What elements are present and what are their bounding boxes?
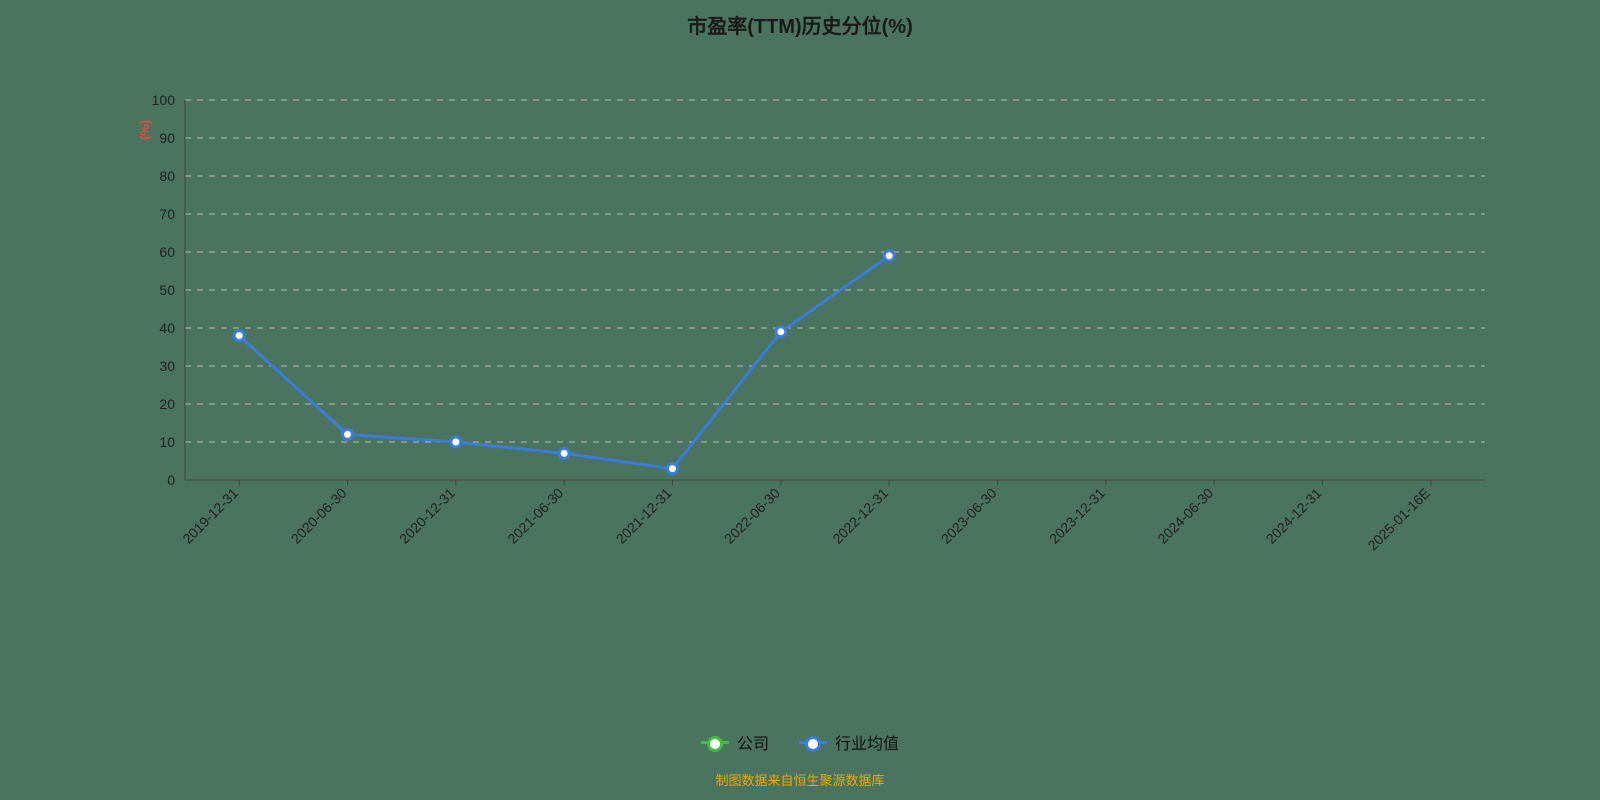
x-tick-label-group: 2024-06-30 xyxy=(1154,485,1216,547)
y-tick-label: 20 xyxy=(159,396,175,412)
y-tick-label: 0 xyxy=(167,472,175,488)
x-tick-label-group: 2022-12-31 xyxy=(829,485,891,547)
legend-label: 公司 xyxy=(737,730,769,754)
legend-marker-icon xyxy=(707,736,723,752)
x-tick-label-group: 2020-06-30 xyxy=(288,485,350,547)
x-tick-label: 2024-06-30 xyxy=(1154,485,1216,547)
y-tick-label: 100 xyxy=(152,92,176,108)
series-marker xyxy=(343,429,353,439)
y-tick-label: 80 xyxy=(159,168,175,184)
y-tick-label: 70 xyxy=(159,206,175,222)
legend-item[interactable]: 行业均值 xyxy=(799,730,899,754)
series-line xyxy=(239,256,889,469)
x-tick-label-group: 2023-12-31 xyxy=(1046,485,1108,547)
y-tick-label: 30 xyxy=(159,358,175,374)
legend-label: 行业均值 xyxy=(835,730,899,754)
y-tick-label: 90 xyxy=(159,130,175,146)
x-tick-label-group: 2019-12-31 xyxy=(179,485,241,547)
series-marker xyxy=(776,327,786,337)
x-tick-label: 2023-12-31 xyxy=(1046,485,1108,547)
legend-swatch xyxy=(701,741,729,744)
x-tick-label: 2020-12-31 xyxy=(396,485,458,547)
series-marker xyxy=(234,331,244,341)
attribution: 制图数据来自恒生聚源数据库 xyxy=(0,770,1600,789)
x-tick-label: 2019-12-31 xyxy=(179,485,241,547)
x-tick-label: 2022-12-31 xyxy=(829,485,891,547)
x-tick-label: 2022-06-30 xyxy=(721,485,783,547)
x-tick-label: 2023-06-30 xyxy=(938,485,1000,547)
y-tick-label: 10 xyxy=(159,434,175,450)
x-tick-label-group: 2021-06-30 xyxy=(504,485,566,547)
x-tick-label-group: 2021-12-31 xyxy=(613,485,675,547)
x-tick-label: 2021-12-31 xyxy=(613,485,675,547)
x-tick-label-group: 2025-01-16E xyxy=(1364,485,1433,554)
x-tick-label: 2020-06-30 xyxy=(288,485,350,547)
y-tick-label: 40 xyxy=(159,320,175,336)
legend-marker-icon xyxy=(805,736,821,752)
x-tick-label: 2025-01-16E xyxy=(1364,485,1433,554)
x-tick-label-group: 2023-06-30 xyxy=(938,485,1000,547)
x-tick-label-group: 2024-12-31 xyxy=(1263,485,1325,547)
x-tick-label: 2024-12-31 xyxy=(1263,485,1325,547)
x-tick-label: 2021-06-30 xyxy=(504,485,566,547)
series-marker xyxy=(559,448,569,458)
chart-title: 市盈率(TTM)历史分位(%) xyxy=(0,10,1600,39)
x-tick-label-group: 2022-06-30 xyxy=(721,485,783,547)
y-tick-label: 60 xyxy=(159,244,175,260)
chart-container: 市盈率(TTM)历史分位(%) (%) 01020304050607080901… xyxy=(0,0,1600,800)
legend-item[interactable]: 公司 xyxy=(701,730,769,754)
series-marker xyxy=(451,437,461,447)
y-tick-label: 50 xyxy=(159,282,175,298)
legend-swatch xyxy=(799,741,827,744)
series-marker xyxy=(668,464,678,474)
x-tick-label-group: 2020-12-31 xyxy=(396,485,458,547)
legend: 公司 行业均值 xyxy=(0,730,1600,754)
series-marker xyxy=(884,251,894,261)
plot-area: 0 10 20 30 40 50 60 70 80 90 100 2019-12-31 2020-06-… xyxy=(105,90,1600,670)
